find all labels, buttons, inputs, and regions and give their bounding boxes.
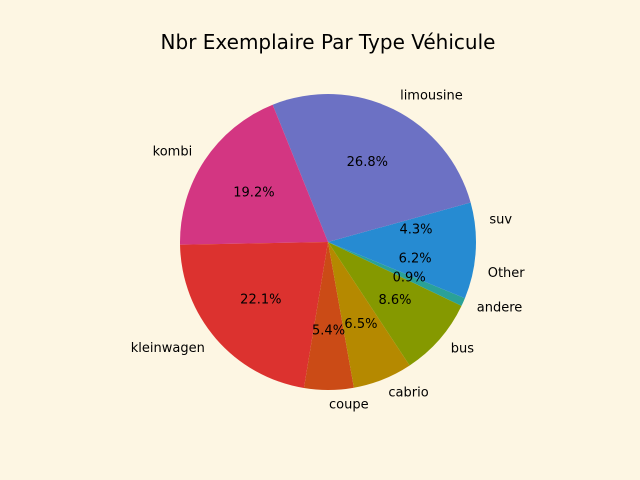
- pie-percent-label: 6.2%: [399, 252, 432, 267]
- pie-category-label: Other: [488, 266, 526, 281]
- pie-percent-label: 6.5%: [344, 317, 377, 332]
- pie-category-label: limousine: [400, 89, 463, 104]
- pie-percent-label: 0.9%: [393, 271, 426, 286]
- pie-percent-label: 19.2%: [233, 186, 274, 201]
- pie-category-label: kleinwagen: [131, 341, 205, 356]
- pie-slice-coupe: [303, 242, 354, 391]
- pie-category-label: cabrio: [388, 386, 428, 401]
- pie-slice-andere: [328, 242, 465, 306]
- pie-slice-cabrio: [328, 242, 410, 388]
- pie-slice-suv: [328, 202, 476, 242]
- pie-slices: [180, 94, 476, 391]
- pie-category-label: suv: [489, 213, 512, 228]
- pie-slice-bus: [328, 242, 462, 366]
- pie-percent-label: 22.1%: [240, 293, 281, 308]
- pie-category-label: bus: [451, 341, 474, 356]
- pie-category-label: andere: [477, 301, 523, 316]
- chart-title: Nbr Exemplaire Par Type Véhicule: [161, 30, 496, 54]
- pie-percent-label: 4.3%: [399, 223, 432, 238]
- pie-slice-limousine: [272, 94, 471, 242]
- pie-labels: 4.3% suv 26.8% limousine 19.2% kombi 22.1% klei…: [131, 89, 525, 413]
- pie-percent-label: 8.6%: [378, 293, 411, 308]
- pie-slice-kleinwagen: [180, 242, 328, 389]
- pie-slice-other: [328, 242, 476, 299]
- pie-percent-label: 5.4%: [312, 323, 345, 338]
- pie-slice-kombi: [180, 104, 328, 245]
- pie-category-label: kombi: [153, 145, 193, 160]
- pie-category-label: coupe: [329, 397, 369, 412]
- pie-percent-label: 26.8%: [347, 155, 388, 170]
